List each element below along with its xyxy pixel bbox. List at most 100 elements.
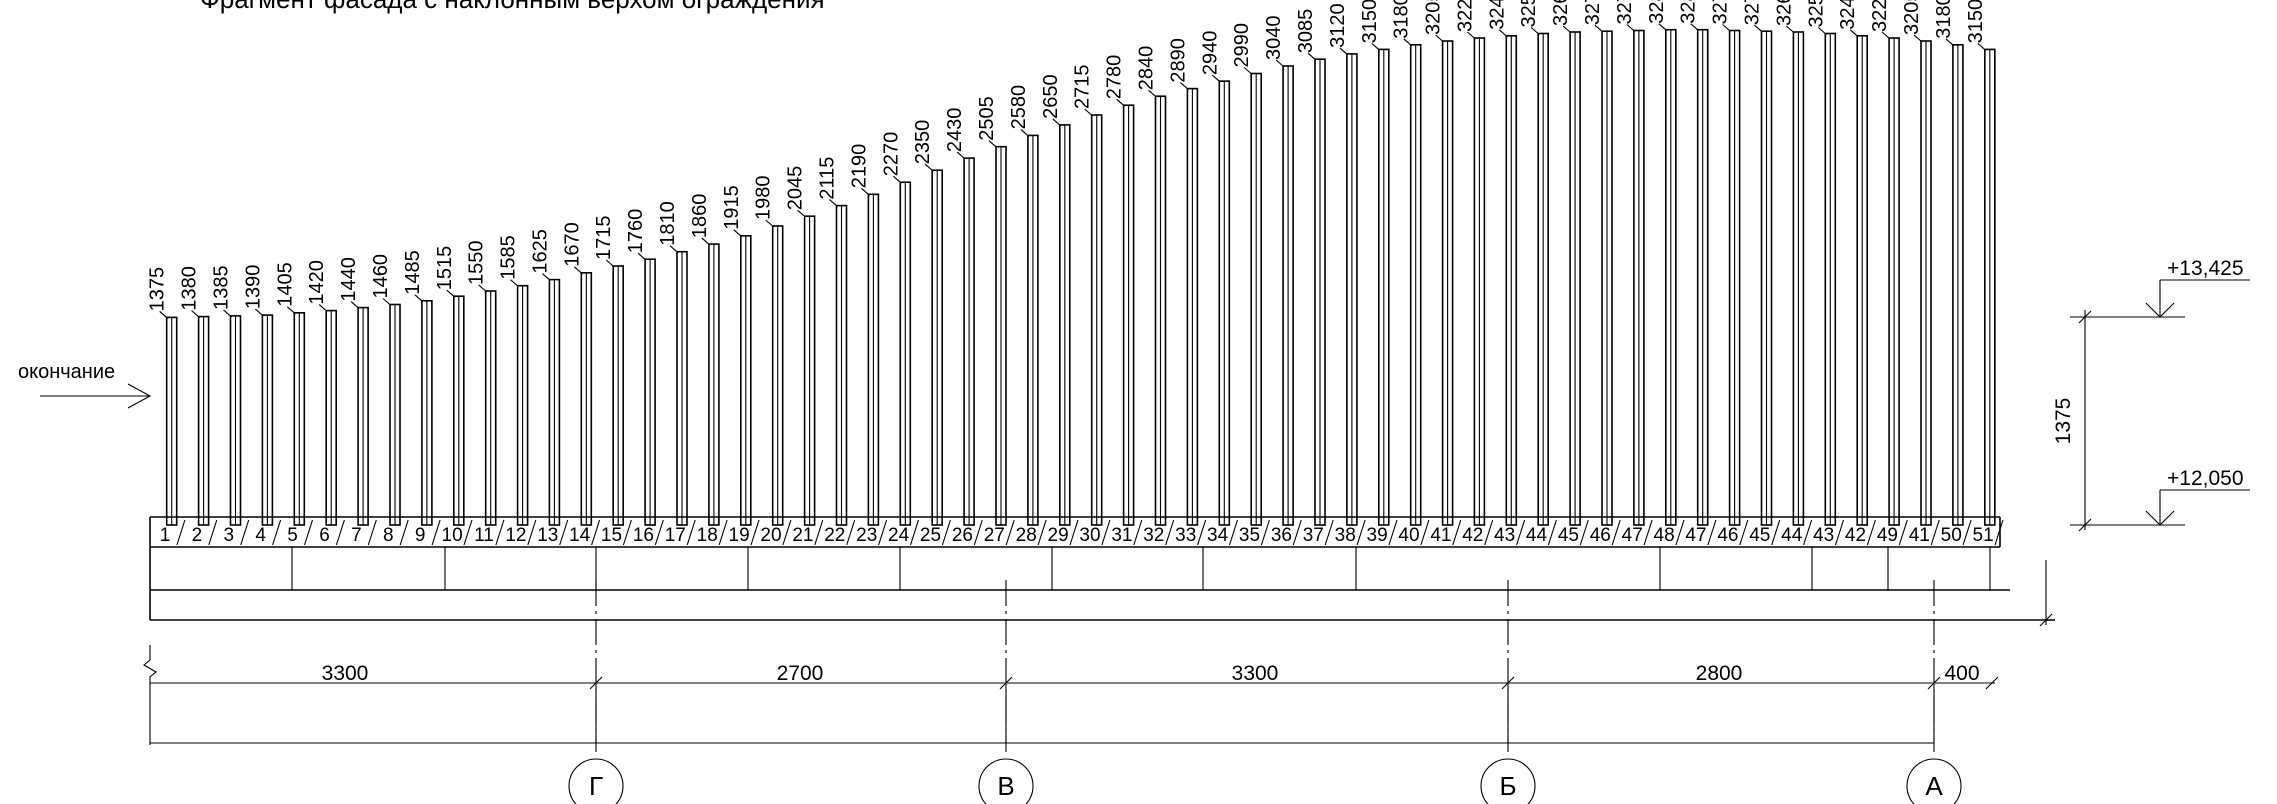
number-separator (1452, 519, 1462, 546)
post-number: 47 (1622, 525, 1643, 546)
post-number: 36 (1271, 525, 1292, 546)
post-height-label: 2270 (880, 132, 902, 177)
post-height-label: 1515 (434, 246, 456, 291)
post-number: 18 (697, 525, 718, 546)
number-separator (559, 519, 569, 546)
number-separator (1962, 519, 1972, 546)
number-separator (1898, 519, 1908, 546)
post-leader-line (1339, 47, 1349, 56)
post-height-label: 3225 (1869, 0, 1891, 32)
post-leader-line (350, 301, 360, 310)
post-height-label: 2715 (1072, 65, 1094, 110)
post-leader-line (382, 298, 392, 306)
elevation-top: +13,425 (2167, 257, 2244, 280)
post-number: 9 (415, 525, 426, 546)
number-separator (431, 519, 441, 546)
height-dimension-label: 1375 (2052, 398, 2075, 445)
axis-label: Г (589, 771, 603, 801)
number-separator (622, 519, 632, 546)
post-leader-line (1180, 82, 1189, 91)
post-leader-line (861, 187, 870, 196)
post-height-label: 1405 (274, 262, 296, 307)
post-height-label: 1585 (498, 235, 520, 280)
post-leader-line (1467, 31, 1476, 40)
post-leader-line (542, 273, 551, 282)
post-height-label: 3240 (1486, 0, 1508, 30)
post-height-label: 2430 (944, 108, 966, 153)
post-number: 33 (1175, 525, 1196, 546)
number-separator (463, 519, 473, 546)
post-leader-line (765, 219, 775, 228)
post-leader-line (1148, 89, 1157, 98)
number-separator (1994, 519, 2004, 546)
span-dimension-chain (150, 676, 1999, 744)
span-label: 3300 (1232, 662, 1279, 685)
post-number: 51 (1973, 525, 1994, 546)
post-number: 42 (1845, 525, 1866, 546)
post-height-label: 1485 (402, 250, 424, 295)
post-height-label: 3280 (1678, 0, 1700, 24)
post-number: 2 (192, 525, 203, 546)
post-leader-line (1626, 24, 1636, 32)
post-number: 30 (1079, 525, 1100, 546)
number-separator (1516, 519, 1526, 546)
number-separator (1803, 519, 1813, 546)
post-numbers: 1 2 3 4 5 6 7 8 9 10 11 12 13 14 15 16 17 18 19 20 21 22 23 24 2… (160, 519, 2004, 546)
elevation-mark-icon (2145, 279, 2250, 318)
post-leader-line (223, 309, 232, 318)
post-number: 1 (160, 525, 171, 546)
post-leader-line (988, 140, 998, 149)
post-height-label: 1625 (529, 229, 551, 274)
post-leader-line (1307, 52, 1317, 61)
number-separator (1930, 519, 1940, 546)
axis-label: В (997, 771, 1014, 801)
number-separator (1101, 519, 1111, 546)
post-leader-line (446, 289, 456, 298)
post-height-label: 3150 (1359, 0, 1381, 43)
post-height-label: 3225 (1454, 0, 1476, 32)
post-number: 41 (1430, 525, 1451, 546)
post-height-label: 3240 (1837, 0, 1859, 30)
post-number: 37 (1303, 525, 1324, 546)
post-number: 10 (442, 525, 463, 546)
number-separator (1228, 519, 1239, 546)
post-number: 23 (856, 525, 877, 546)
post-height-label: 1375 (147, 267, 169, 312)
post-number: 12 (505, 525, 526, 546)
post-leader-line (1403, 38, 1413, 47)
number-separator (335, 519, 345, 546)
post-number: 5 (287, 525, 298, 546)
post-number: 7 (351, 525, 362, 546)
post-number: 16 (633, 525, 654, 546)
number-separator (909, 519, 920, 546)
post-leader-line (733, 229, 743, 238)
post-leader-line (1052, 118, 1062, 127)
post-number: 13 (537, 525, 558, 546)
post-number: 43 (1494, 525, 1515, 546)
post-height-label: 3205 (1901, 0, 1923, 35)
post-height-label: 3270 (1742, 0, 1764, 25)
post-leader-line (637, 252, 647, 261)
post-leader-line (573, 266, 583, 275)
post-number: 41 (1909, 525, 1930, 546)
post-height-label: 1760 (625, 209, 647, 254)
post-leader-line (892, 175, 902, 184)
axis-lines (595, 580, 1935, 752)
post-height-label: 3255 (1805, 0, 1827, 28)
post-number: 28 (1016, 525, 1037, 546)
axis-bubble-b: Б (1480, 758, 1536, 804)
post-number: 40 (1398, 525, 1419, 546)
number-separator (1643, 519, 1653, 546)
post-height-label: 2505 (976, 96, 998, 141)
post-height-label: 1715 (593, 216, 615, 261)
post-leader-line (1562, 25, 1572, 34)
number-separator (1834, 519, 1845, 546)
axis-bubble-g: Г (568, 758, 624, 804)
number-separator (750, 519, 760, 546)
post-leader-line (1817, 27, 1827, 35)
post-leader-line (1116, 98, 1125, 107)
post-leader-line (1275, 59, 1285, 68)
post-height-label: 2780 (1104, 55, 1126, 100)
post-height-label: 2940 (1199, 31, 1221, 76)
post-number: 43 (1813, 525, 1834, 546)
